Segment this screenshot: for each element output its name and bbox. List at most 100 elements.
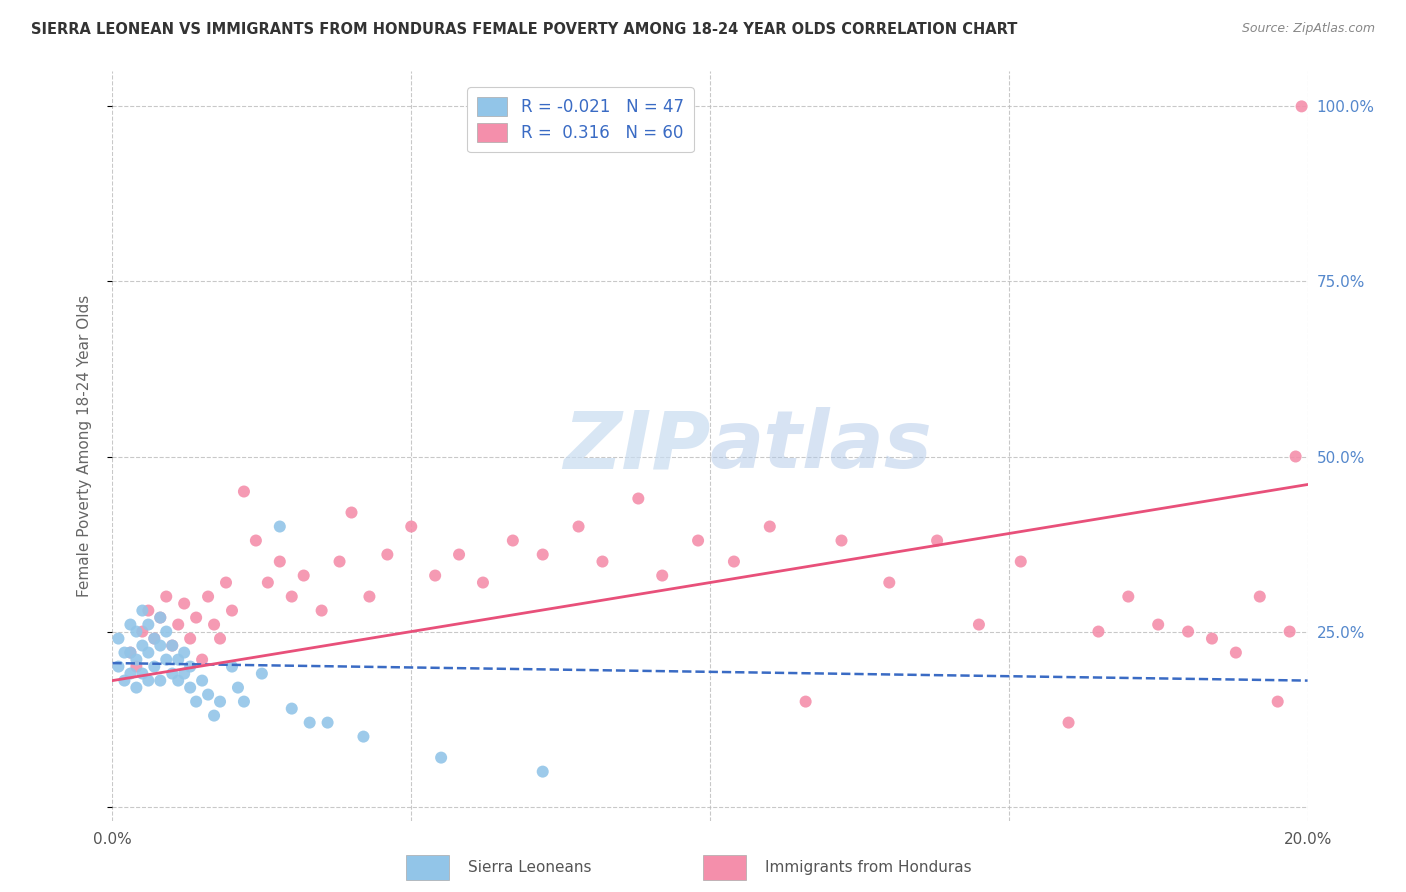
Point xyxy=(1177,624,1199,639)
Point xyxy=(191,673,214,688)
Point xyxy=(531,548,554,562)
Point xyxy=(125,659,148,673)
Point xyxy=(143,659,166,673)
Point xyxy=(879,575,901,590)
Point xyxy=(377,548,399,562)
Point xyxy=(120,646,142,660)
Point xyxy=(1010,555,1032,569)
Point xyxy=(311,603,333,617)
Point xyxy=(688,533,710,548)
Point xyxy=(233,484,256,499)
Point xyxy=(353,730,375,744)
Point xyxy=(107,632,129,646)
Point xyxy=(794,695,817,709)
Point xyxy=(131,639,153,653)
Point xyxy=(209,632,232,646)
Point xyxy=(1285,450,1308,464)
Point xyxy=(1249,590,1271,604)
Point xyxy=(143,632,166,646)
Point xyxy=(531,764,554,779)
Point xyxy=(120,666,142,681)
Point xyxy=(257,575,280,590)
Point xyxy=(125,652,148,666)
Point xyxy=(131,666,153,681)
Point xyxy=(149,610,172,624)
Point xyxy=(568,519,591,533)
Point xyxy=(425,568,447,582)
Point xyxy=(221,659,243,673)
Text: atlas: atlas xyxy=(710,407,932,485)
Point xyxy=(281,590,304,604)
Point xyxy=(162,639,183,653)
Point xyxy=(120,617,142,632)
Text: Sierra Leoneans: Sierra Leoneans xyxy=(468,860,592,875)
Point xyxy=(202,708,225,723)
Point xyxy=(138,617,160,632)
Point xyxy=(155,624,177,639)
Point xyxy=(592,555,614,569)
Point xyxy=(221,603,243,617)
Point xyxy=(831,533,853,548)
Point xyxy=(149,639,172,653)
Point xyxy=(143,632,166,646)
Point xyxy=(226,681,249,695)
Point xyxy=(197,688,219,702)
Point xyxy=(340,506,363,520)
Point xyxy=(967,617,990,632)
Point xyxy=(197,590,219,604)
Point xyxy=(155,652,177,666)
Point xyxy=(179,681,201,695)
Point xyxy=(186,610,208,624)
Point xyxy=(186,695,208,709)
Text: Immigrants from Honduras: Immigrants from Honduras xyxy=(765,860,972,875)
Point xyxy=(1267,695,1289,709)
Point xyxy=(1201,632,1223,646)
Point xyxy=(162,639,183,653)
Point xyxy=(167,652,190,666)
Point xyxy=(138,603,160,617)
Point xyxy=(209,695,232,709)
Point xyxy=(167,617,190,632)
Point xyxy=(502,533,524,548)
Point xyxy=(1057,715,1080,730)
FancyBboxPatch shape xyxy=(406,855,450,880)
Point xyxy=(179,632,201,646)
Point xyxy=(114,646,135,660)
Point xyxy=(1147,617,1170,632)
Point xyxy=(138,646,160,660)
Point xyxy=(149,673,172,688)
Point xyxy=(401,519,423,533)
Point xyxy=(472,575,495,590)
Point xyxy=(329,555,352,569)
Point xyxy=(155,590,177,604)
Point xyxy=(138,673,160,688)
Point xyxy=(316,715,339,730)
Point xyxy=(359,590,381,604)
Point xyxy=(107,659,129,673)
Point xyxy=(233,695,256,709)
Point xyxy=(173,646,195,660)
FancyBboxPatch shape xyxy=(703,855,747,880)
Point xyxy=(131,624,153,639)
Point xyxy=(449,548,471,562)
Point xyxy=(292,568,315,582)
Text: ZIP: ZIP xyxy=(562,407,710,485)
Point xyxy=(202,617,225,632)
Point xyxy=(250,666,273,681)
Text: Source: ZipAtlas.com: Source: ZipAtlas.com xyxy=(1241,22,1375,36)
Point xyxy=(1118,590,1140,604)
Point xyxy=(927,533,949,548)
Point xyxy=(131,603,153,617)
Point xyxy=(125,624,148,639)
Point xyxy=(191,652,214,666)
Point xyxy=(114,673,135,688)
Point xyxy=(1225,646,1247,660)
Text: SIERRA LEONEAN VS IMMIGRANTS FROM HONDURAS FEMALE POVERTY AMONG 18-24 YEAR OLDS : SIERRA LEONEAN VS IMMIGRANTS FROM HONDUR… xyxy=(31,22,1018,37)
Point xyxy=(281,701,304,715)
Legend: R = -0.021   N = 47, R =  0.316   N = 60: R = -0.021 N = 47, R = 0.316 N = 60 xyxy=(467,87,693,153)
Point xyxy=(1278,624,1301,639)
Point xyxy=(723,555,745,569)
Point xyxy=(759,519,782,533)
Point xyxy=(125,681,148,695)
Point xyxy=(1291,99,1313,113)
